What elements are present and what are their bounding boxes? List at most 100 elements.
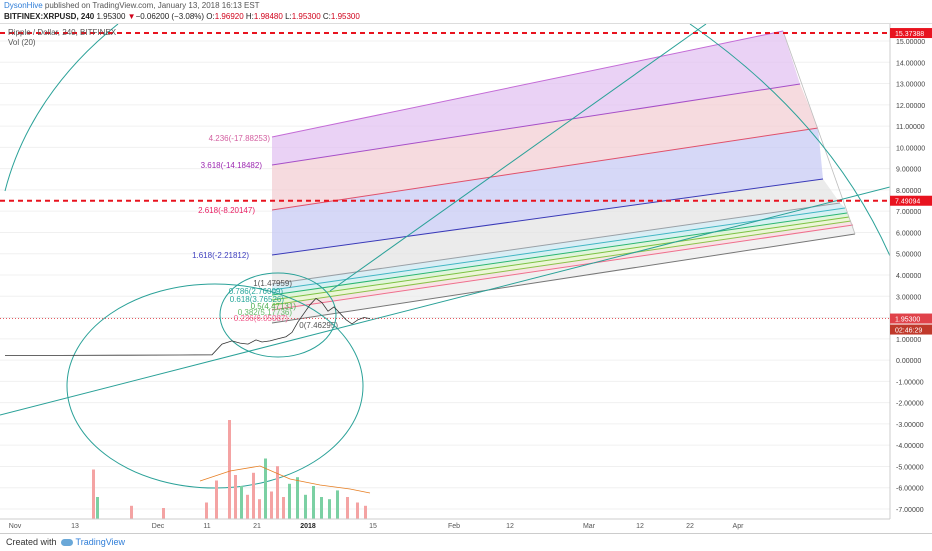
- x-tick-label: Feb: [448, 523, 460, 530]
- ohlc-bar: BITFINEX:XRPUSD, 240 1.95300 ▼−0.06200 (…: [0, 11, 932, 23]
- y-tick-label: -6.00000: [896, 486, 924, 493]
- fib-level-line: [271, 233, 856, 324]
- chart-legend: Ripple / Dollar, 240, BITFINEX Vol (20): [8, 28, 116, 48]
- volume-bar: [328, 499, 331, 519]
- fib-band: [272, 31, 800, 165]
- x-tick-label: 11: [203, 523, 210, 530]
- fib-level-line: [271, 178, 824, 256]
- x-tick-label: Apr: [733, 523, 745, 530]
- current-price-tag-label: 1.95300: [895, 317, 920, 324]
- volume-bar: [215, 480, 218, 519]
- created-with-label: Created with: [6, 537, 57, 547]
- current-price-tag: [890, 313, 932, 324]
- volume-bar: [296, 477, 299, 519]
- x-tick-label: 12: [636, 523, 644, 530]
- volume-ma: [199, 465, 371, 494]
- price-series: [5, 297, 371, 356]
- fib-level-label: 1(1.47959): [253, 279, 292, 288]
- close-value: 1.95300: [330, 12, 360, 21]
- volume-bar: [205, 502, 208, 519]
- fib-band: [272, 221, 853, 310]
- y-tick-label: 3.00000: [896, 294, 921, 301]
- x-tick-label: 22: [686, 523, 694, 530]
- series-title: Ripple / Dollar, 240, BITFINEX: [8, 28, 117, 37]
- arc-left: [4, 23, 119, 192]
- low-value: 1.95300: [291, 12, 321, 21]
- volume-indicator[interactable]: Vol (20): [8, 38, 36, 47]
- volume-bar: [346, 497, 349, 519]
- fib-level-label: 2.618(-8.20147): [198, 206, 255, 215]
- y-tick-label: 14.00000: [896, 60, 925, 67]
- fib-level-line: [271, 202, 841, 285]
- tradingview-brand[interactable]: TradingView: [75, 537, 126, 547]
- y-tick-label: 15.00000: [896, 39, 925, 46]
- fib-level-label: 0.382(5.17736): [238, 308, 293, 317]
- fib-level-line: [271, 220, 852, 306]
- publish-header: DysonHive published on TradingView.com, …: [0, 0, 932, 12]
- fib-channel[interactable]: 4.236(-17.88253) 3.618(-14.18482) 2.618(-8…: [192, 30, 856, 330]
- y-tick-label: -1.00000: [896, 379, 924, 386]
- symbol-label[interactable]: BITFINEX:XRPUSD, 240: [4, 12, 95, 21]
- tradingview-logo-icon: [60, 539, 73, 547]
- high-label: H:: [245, 12, 254, 21]
- small-circle: [219, 272, 337, 358]
- level-tag-label: 7.49094: [895, 199, 920, 206]
- level-tag: [890, 28, 932, 39]
- volume-bar: [264, 458, 267, 519]
- y-tick-label: -5.00000: [896, 464, 924, 471]
- volume-bar: [228, 420, 231, 519]
- price-change: −0.06200 (−3.08%): [135, 12, 205, 21]
- volume-bar: [96, 497, 99, 519]
- fib-band: [272, 203, 845, 290]
- volume-bar: [162, 508, 165, 519]
- price-chart[interactable]: 4.236(-17.88253) 3.618(-14.18482) 2.618(-8…: [0, 23, 932, 534]
- arc-right: [689, 23, 891, 257]
- fib-level-line: [271, 224, 854, 311]
- x-tick-label: Nov: [9, 523, 22, 530]
- fib-band: [272, 217, 851, 305]
- y-tick-label: 13.00000: [896, 82, 925, 89]
- fib-band: [272, 179, 840, 284]
- fib-level-label: 0(7.46295): [299, 321, 338, 330]
- fib-level-label: 0.786(2.76009): [229, 287, 284, 296]
- volume-bar: [234, 475, 237, 519]
- volume-bar: [288, 483, 291, 519]
- countdown-label: 02:46:29: [895, 328, 922, 335]
- y-tick-label: 1.00000: [896, 337, 921, 344]
- rising-trendline: [329, 23, 707, 292]
- volume-bar: [252, 472, 255, 519]
- fib-level-label: 0.5(4.47131): [251, 302, 297, 311]
- high-value: 1.98480: [253, 12, 283, 21]
- fib-band: [272, 225, 855, 323]
- volume-bar: [304, 494, 307, 519]
- y-tick-label: 7.00000: [896, 209, 921, 216]
- x-tick-label: 13: [71, 523, 79, 530]
- volume-bar: [130, 505, 133, 519]
- volume-bar: [320, 497, 323, 519]
- time-axis-bg: [0, 519, 932, 534]
- fib-level-line: [271, 212, 848, 296]
- fib-band: [272, 208, 847, 295]
- y-tick-label: 4.00000: [896, 273, 921, 280]
- author-link[interactable]: DysonHive: [4, 1, 43, 10]
- close-label: C:: [322, 12, 331, 21]
- fib-level-label: 4.236(-17.88253): [209, 134, 271, 143]
- y-tick-label: -3.00000: [896, 422, 924, 429]
- x-tick-label: 2018: [300, 523, 316, 530]
- fib-band: [272, 84, 818, 210]
- fib-level-label: 1.618(-2.21812): [192, 251, 249, 260]
- level-tag-label: 15.37388: [895, 31, 924, 38]
- x-tick-label: 12: [506, 523, 514, 530]
- price-axis-bg: [890, 24, 932, 519]
- fib-channel-edge: [782, 30, 856, 235]
- down-triangle-icon: ▼: [127, 12, 136, 21]
- x-tick-label: 21: [253, 523, 261, 530]
- fib-level-line: [271, 216, 850, 301]
- volume-bar: [356, 502, 359, 519]
- fib-level-line: [271, 207, 846, 291]
- fib-level-label: 0.618(3.76526): [230, 295, 285, 304]
- y-tick-label: 6.00000: [896, 230, 921, 237]
- chart-area[interactable]: 4.236(-17.88253) 3.618(-14.18482) 2.618(-8…: [0, 23, 932, 534]
- open-label: O:: [206, 12, 215, 21]
- y-tick-label: -4.00000: [896, 443, 924, 450]
